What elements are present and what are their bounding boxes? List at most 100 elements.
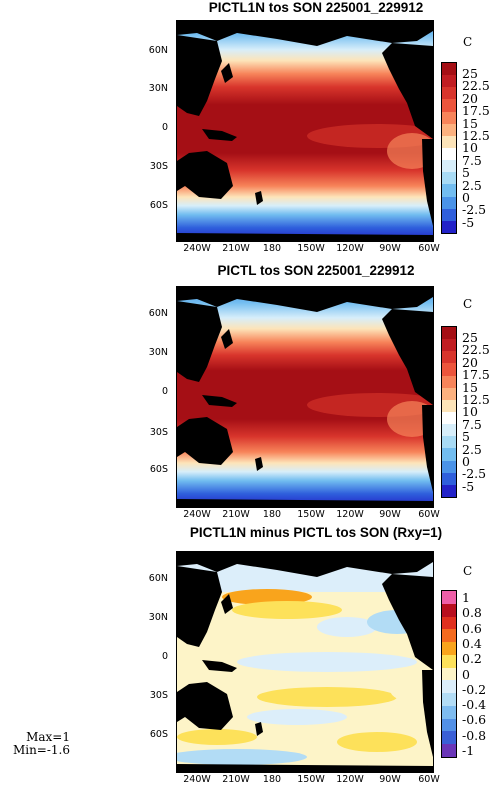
colorbar-swatch [442,172,456,185]
colorbar-swatch [442,424,456,437]
colorbar-swatch [442,111,456,124]
lon-label: 180 [262,509,282,520]
colorbar-swatch [442,147,456,161]
colorbar-tick-label: 0 [462,454,470,469]
lat-label: 30S [149,690,168,701]
colorbar-tick-label: 0.4 [462,635,482,651]
colorbar-swatch [442,135,456,148]
colorbar-tick-label: -1 [462,743,475,758]
lon-label: 60W [418,509,440,520]
colorbar-swatch [442,160,456,173]
sst-map [177,21,433,241]
lon-label: 240W [183,509,211,520]
colorbar-swatch [442,220,456,233]
colorbar [441,62,457,234]
colorbar-tick-label: 12.5 [462,392,490,407]
colorbar-swatch [442,75,456,88]
colorbar [441,590,457,758]
lat-label: 60S [149,200,168,211]
lon-label: 210W [222,509,250,520]
colorbar-tick-label: 0.2 [462,651,482,667]
lon-label: 60W [418,774,440,785]
colorbar-swatch [442,472,456,485]
panel-title: PICTL1N minus PICTL tos SON (Rxy=1) [189,525,443,540]
colorbar-tick-label: -5 [462,478,475,494]
colorbar-tick-label: -2.5 [462,466,487,482]
colorbar-swatch [442,339,456,352]
lon-label: 90W [379,243,401,254]
colorbar-swatch [442,642,456,655]
colorbar-swatch [442,375,456,388]
colorbar-tick-label: 2.5 [462,177,482,193]
colorbar-tick-label: 25 [462,66,478,81]
colorbar-swatch [442,484,456,497]
colorbar-swatch [442,99,456,112]
colorbar-swatch [442,693,456,706]
colorbar-swatch [442,591,456,604]
colorbar-tick-label: 5 [462,165,470,181]
lat-label: 60N [148,573,168,584]
colorbar-swatch [442,460,456,473]
colorbar-swatch [442,363,456,376]
colorbar-tick-label: 25 [462,330,478,345]
colorbar-tick-label: 0 [462,190,470,205]
lon-label: 60W [418,243,440,254]
lat-label: 0 [161,651,168,662]
lat-label: 30S [149,427,168,438]
colorbar-tick-label: 0 [462,666,470,682]
lon-label: 150W [297,509,325,520]
colorbar-swatch [442,705,456,719]
map-frame [176,551,434,773]
colorbar-swatch [442,629,456,643]
lat-label: 60N [148,45,168,56]
colorbar-swatch [442,63,456,76]
lon-label: 150W [297,243,325,254]
colorbar-tick-label: 20 [462,90,478,106]
colorbar-swatch [442,387,456,400]
lon-label: 90W [379,509,401,520]
colorbar-swatch [442,448,456,461]
lon-label: 90W [379,774,401,785]
colorbar-tick-label: 20 [462,354,478,370]
unit-label: C [463,35,473,49]
lat-label: 30S [149,161,168,172]
colorbar-tick-label: 12.5 [462,128,490,143]
colorbar-tick-label: -0.8 [462,727,487,743]
lon-label: 180 [262,243,282,254]
colorbar-tick-label: 0.8 [462,605,482,621]
lon-label: 240W [183,774,211,785]
lon-label: 180 [262,774,282,785]
panel-title: PICTL tos SON 225001_229912 [217,263,415,278]
colorbar-swatch [442,327,456,340]
lon-label: 210W [222,243,250,254]
colorbar-tick-label: 22.5 [462,342,490,358]
lon-label: 240W [183,243,211,254]
colorbar-swatch [442,603,456,617]
colorbar-tick-label: -5 [462,214,475,230]
colorbar-tick-label: 10 [462,404,478,420]
colorbar-tick-label: -0.2 [462,681,487,697]
colorbar-tick-label: 1 [462,590,470,605]
colorbar-tick-label: 0.6 [462,620,482,636]
stats-box: Max=1 Min=-1.6 [0,731,70,757]
colorbar-swatch [442,184,456,197]
lat-label: 30N [148,83,168,94]
colorbar-swatch [442,87,456,100]
colorbar-swatch [442,731,456,745]
lat-label: 60N [148,308,168,319]
colorbar-tick-label: -0.4 [462,697,487,713]
colorbar-swatch [442,680,456,694]
colorbar-tick-label: 5 [462,429,470,445]
colorbar-tick-label: -2.5 [462,202,487,218]
lat-label: 30N [148,612,168,623]
colorbar-swatch [442,196,456,209]
lon-label: 150W [297,774,325,785]
colorbar-tick-label: 17.5 [462,103,490,119]
lon-label: 120W [336,774,364,785]
lat-label: 0 [161,122,168,133]
panel-title: PICTL1N tos SON 225001_229912 [208,0,424,15]
max-value: Max=1 [26,730,70,744]
colorbar-tick-label: 15 [462,115,478,131]
colorbar-tick-label: 15 [462,379,478,395]
min-value: Min=-1.6 [12,743,70,757]
